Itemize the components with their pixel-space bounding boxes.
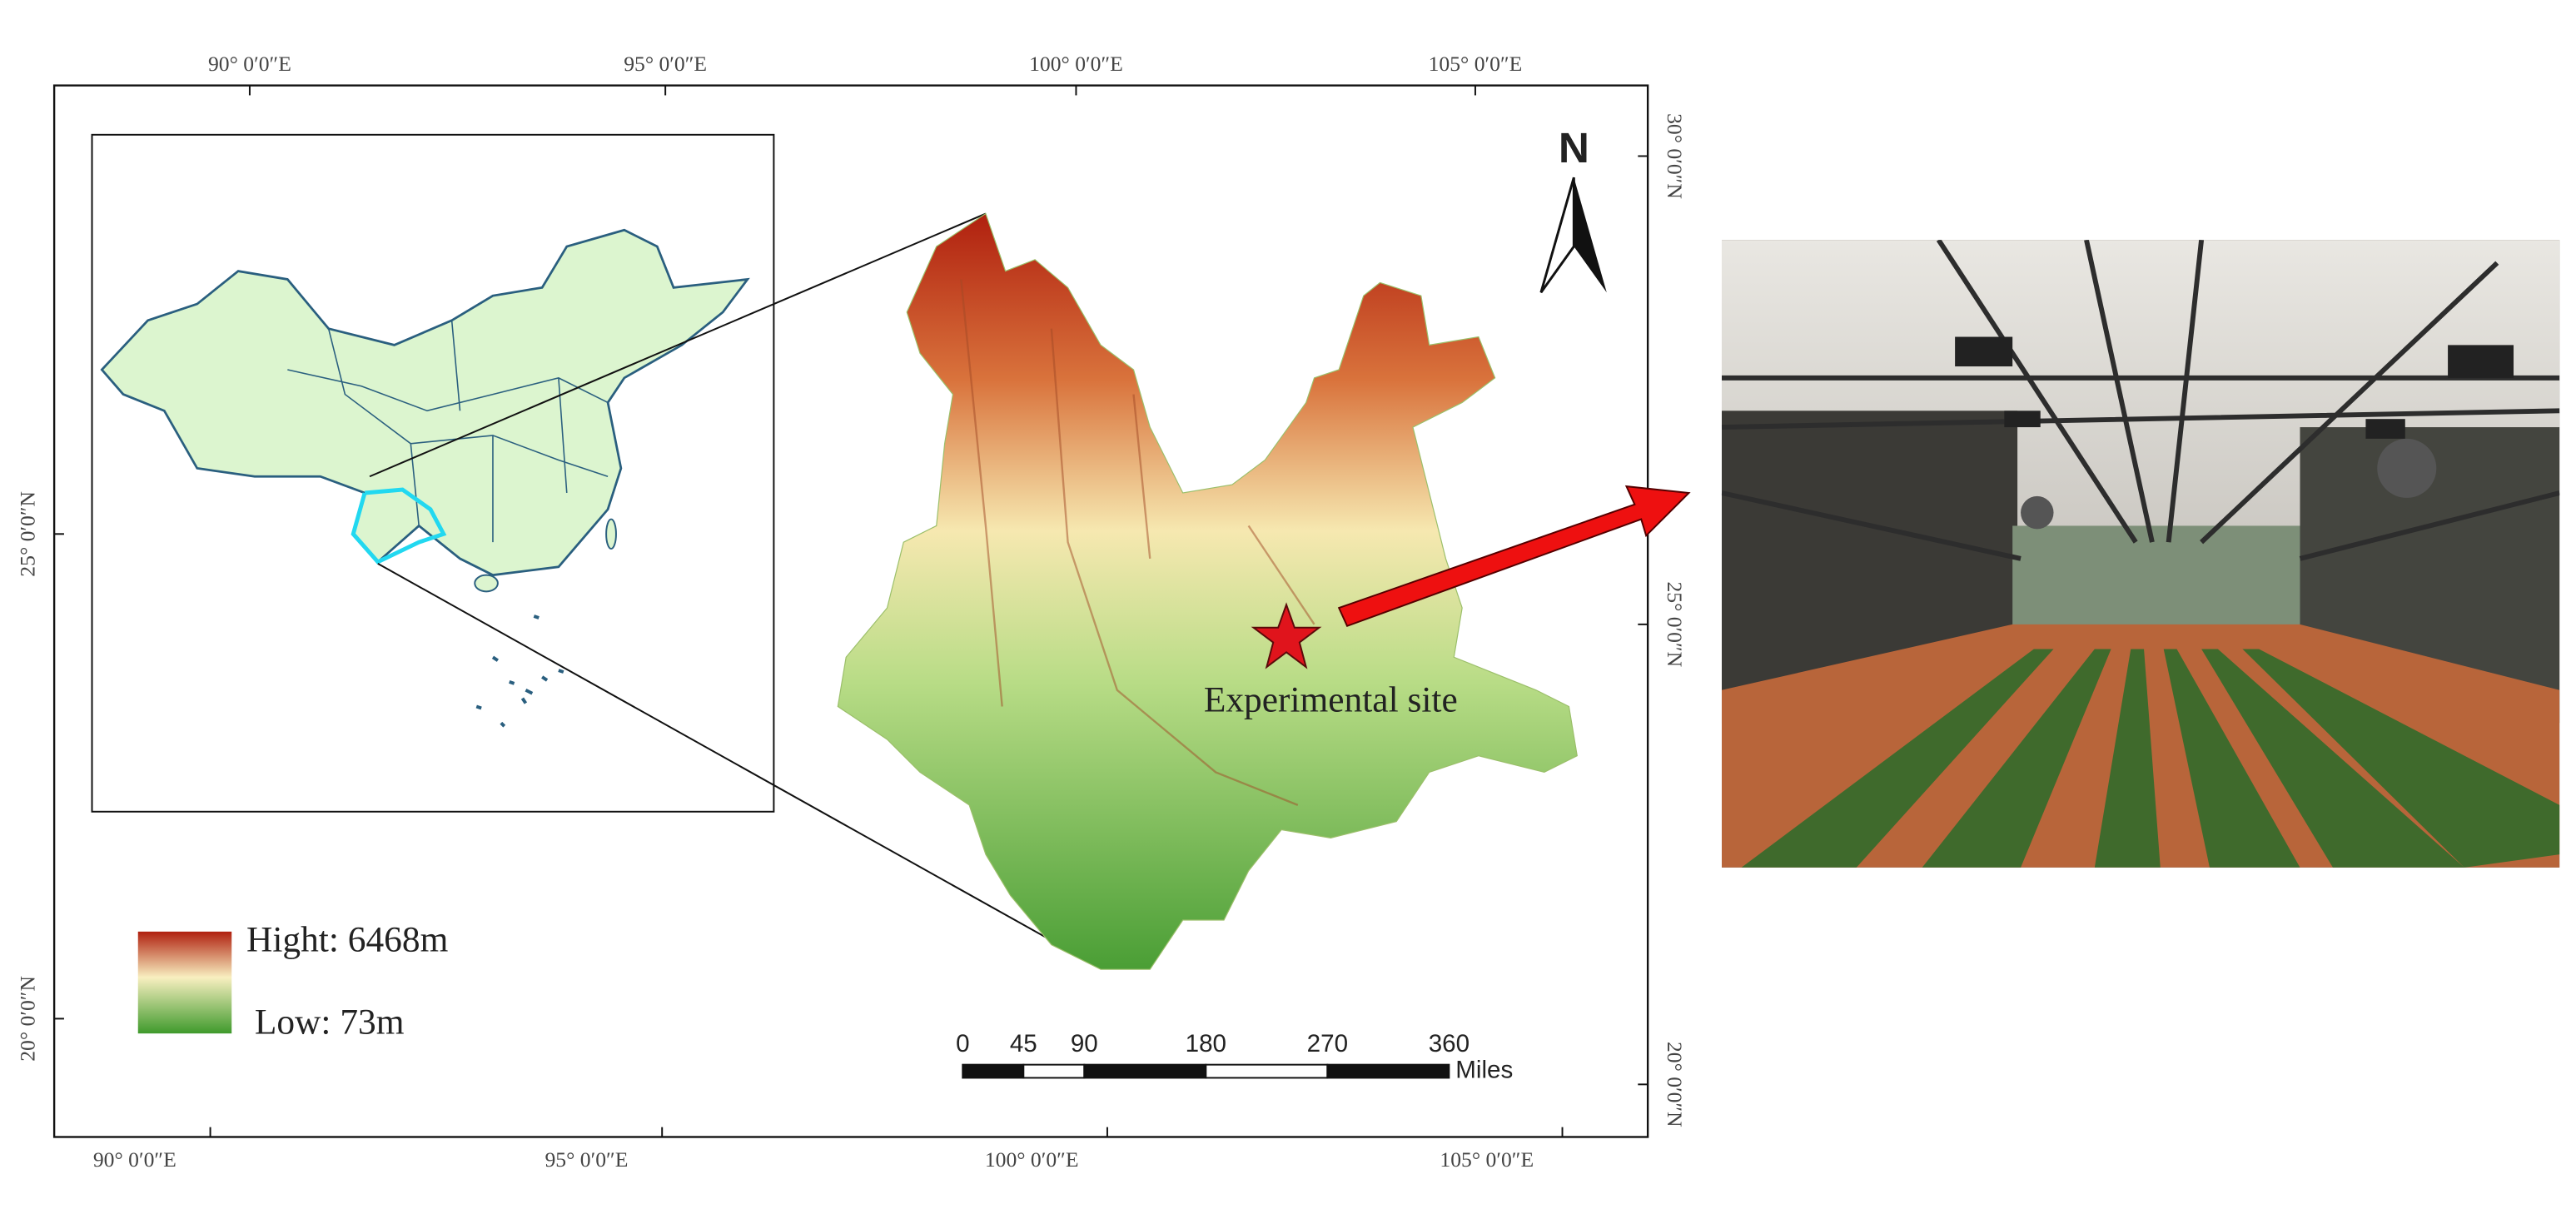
legend-gradient [137,931,232,1034]
legend-low: Low: 73m [255,1002,405,1042]
coord-label: 105° 0′0″E [1440,1147,1534,1172]
yunnan-highlight [351,487,447,565]
province-lines [327,320,609,543]
zoom-line [369,212,987,478]
pointer-arrow [1337,485,1691,628]
legend-high: Hight: 6468m [246,920,449,960]
map-frame [52,84,1649,1138]
fan [2021,495,2054,530]
coord-label: 20° 0′0″N [15,976,39,1062]
scale-unit: Miles [1455,1056,1513,1083]
coord-label: 100° 0′0″E [985,1147,1079,1172]
scale-label: 0 [956,1030,969,1057]
zoom-line [377,562,1069,951]
fan [2377,438,2437,498]
coord-label: 95° 0′0″E [624,52,707,76]
scale-segment [1326,1063,1450,1079]
plant-row [1741,649,2054,868]
photo-lamps [1955,336,2514,530]
china-outline [100,228,750,577]
coord-label: 90° 0′0″E [208,52,291,76]
lamp [2004,410,2041,428]
greenhouse-photo [1721,240,2560,868]
scale-label: 90 [1071,1030,1098,1057]
north-arrow [1539,177,1575,294]
coord-label: 90° 0′0″E [93,1147,177,1172]
photo-back [2012,525,2300,633]
coord-label: 95° 0′0″E [545,1147,628,1172]
photo-beams [1721,240,2560,561]
scale-label: 45 [1010,1030,1037,1057]
scale-segment [1205,1063,1329,1079]
coord-label: 105° 0′0″E [1429,52,1523,76]
lamp [2448,345,2514,378]
scale-label: 180 [1186,1030,1226,1057]
coord-label: 20° 0′0″N [1663,1042,1687,1127]
terrain-ridges [960,279,1315,806]
province-lines [287,369,609,412]
inset-frame [91,133,775,813]
plant-row [2163,649,2300,868]
lamp [1955,336,2013,367]
plant-row [2242,649,2560,868]
scale-segment [1022,1063,1086,1079]
islands [475,614,564,728]
site-label: Experimental site [1204,680,1458,720]
lamp [2365,419,2405,439]
coord-label: 25° 0′0″N [1663,581,1687,667]
scale-segment [1083,1063,1207,1079]
photo-rows [1741,649,2560,868]
scale-segment [962,1063,1025,1079]
yunnan-elevation [837,212,1578,970]
plant-row [2201,649,2464,868]
taiwan [605,518,617,550]
coord-label: 100° 0′0″E [1029,52,1123,76]
plant-row [2094,649,2161,868]
site-star [1251,602,1322,669]
coord-label: 25° 0′0″N [15,491,39,577]
scale-label: 270 [1307,1030,1348,1057]
coord-label: 30° 0′0″N [1663,113,1687,199]
hainan [474,574,499,593]
north-arrow [1574,177,1607,293]
north-label: N [1559,124,1589,172]
plant-row [1922,649,2111,868]
scale-label: 360 [1429,1030,1470,1057]
